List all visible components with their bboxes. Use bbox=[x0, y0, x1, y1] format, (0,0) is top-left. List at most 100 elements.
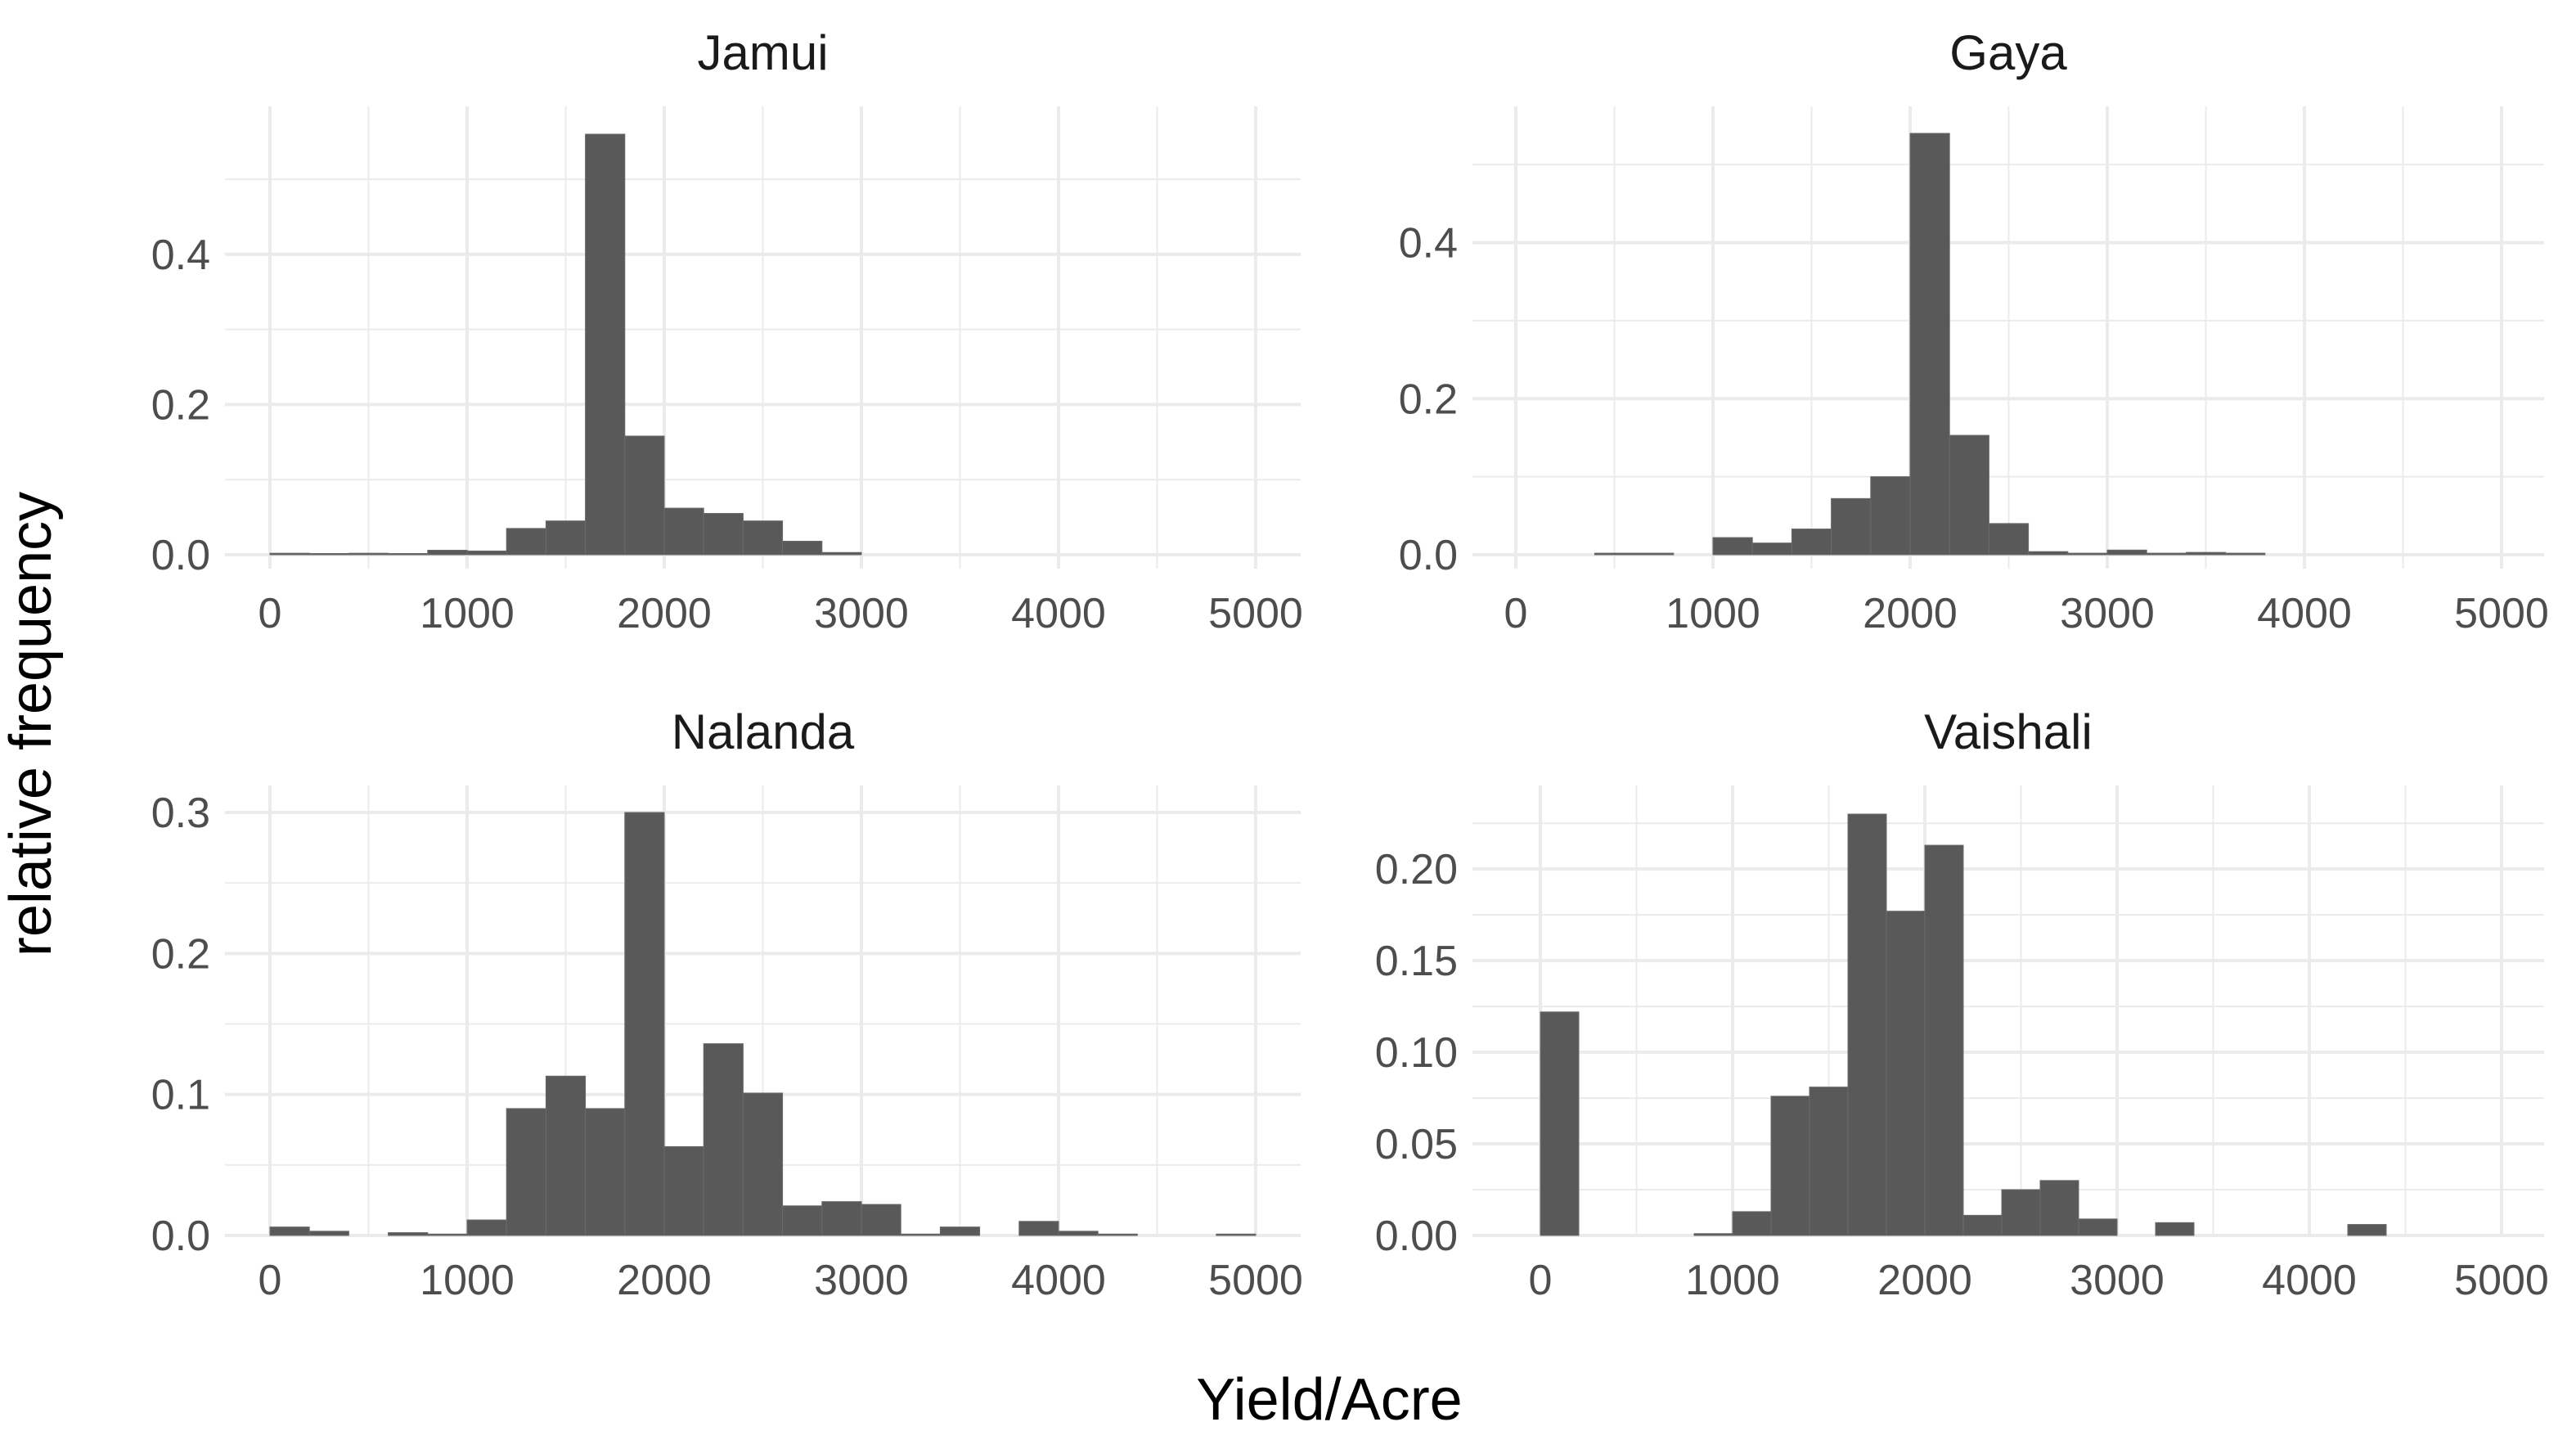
histogram-bar bbox=[900, 1233, 941, 1236]
x-tick-label: 4000 bbox=[1011, 590, 1106, 637]
histogram-bar bbox=[585, 133, 626, 556]
x-tick-label: 4000 bbox=[1011, 1257, 1106, 1304]
x-tick-label: 4000 bbox=[2257, 590, 2352, 637]
histogram-bar bbox=[2225, 552, 2266, 556]
histogram-bar bbox=[1634, 552, 1675, 556]
histogram-bar bbox=[388, 553, 429, 556]
histogram-bar bbox=[1732, 1211, 1772, 1236]
histogram-bar bbox=[308, 553, 349, 556]
histogram-bar bbox=[1831, 497, 1872, 556]
histogram-bar bbox=[1097, 1233, 1138, 1236]
histogram-bar bbox=[545, 520, 587, 556]
histogram-bar bbox=[1018, 1221, 1059, 1236]
y-tick-label: 0.1 bbox=[151, 1072, 210, 1119]
histogram-bar bbox=[1770, 1096, 1810, 1236]
histogram-bar bbox=[466, 1219, 507, 1236]
histogram-bar bbox=[2185, 551, 2227, 556]
histogram-bar bbox=[269, 1226, 310, 1236]
histogram-bar bbox=[624, 435, 665, 556]
y-tick-label: 0.3 bbox=[151, 790, 210, 837]
histogram-bar bbox=[269, 552, 310, 556]
histogram-bar bbox=[861, 1204, 901, 1236]
histogram-bar bbox=[821, 1201, 862, 1236]
x-tick-label: 3000 bbox=[2070, 1257, 2165, 1304]
x-tick-label: 3000 bbox=[814, 590, 909, 637]
x-tick-label: 0 bbox=[258, 1257, 282, 1304]
x-tick-label: 3000 bbox=[814, 1257, 909, 1304]
facet-title: Vaishali bbox=[1924, 704, 2093, 759]
y-tick-label: 0.0 bbox=[151, 1213, 210, 1260]
histogram-bar bbox=[2146, 552, 2187, 556]
y-tick-label: 0.2 bbox=[151, 381, 210, 429]
histogram-bar bbox=[1988, 523, 2030, 556]
x-tick-label: 5000 bbox=[2454, 1257, 2549, 1304]
histogram-bar bbox=[1909, 133, 1950, 556]
y-axis-title: relative frequency bbox=[0, 492, 64, 956]
histogram-bar bbox=[506, 1108, 546, 1236]
histogram-bar bbox=[2067, 552, 2108, 556]
y-tick-label: 0.20 bbox=[1375, 846, 1458, 893]
histogram-bar bbox=[2078, 1218, 2118, 1236]
x-tick-label: 1000 bbox=[420, 590, 515, 637]
histogram-bar bbox=[427, 1233, 468, 1236]
x-tick-label: 5000 bbox=[1208, 590, 1303, 637]
facet-title: Jamui bbox=[697, 25, 828, 80]
histogram-bar bbox=[1847, 813, 1887, 1236]
histogram-bar bbox=[545, 1075, 587, 1236]
histogram-bar bbox=[703, 1043, 744, 1236]
histogram-bar bbox=[348, 552, 389, 556]
histogram-bar bbox=[585, 1108, 626, 1236]
histogram-bar bbox=[1540, 1011, 1580, 1236]
x-tick-label: 3000 bbox=[2060, 590, 2155, 637]
histogram-bar bbox=[782, 1205, 823, 1236]
histogram-bar bbox=[1216, 1233, 1257, 1236]
x-tick-label: 5000 bbox=[2454, 590, 2549, 637]
x-tick-label: 5000 bbox=[1208, 1257, 1303, 1304]
histogram-bar bbox=[742, 1092, 784, 1236]
histogram-bar bbox=[1886, 911, 1926, 1236]
histogram-bar bbox=[1949, 434, 1989, 556]
histogram-bar bbox=[1693, 1233, 1733, 1236]
y-tick-label: 0.00 bbox=[1375, 1213, 1458, 1260]
facet-title: Nalanda bbox=[672, 704, 855, 759]
y-tick-label: 0.0 bbox=[1399, 532, 1458, 579]
histogram-bar bbox=[1924, 844, 1964, 1236]
histogram-bar bbox=[663, 507, 704, 556]
y-tick-label: 0.2 bbox=[151, 930, 210, 978]
histogram-bar bbox=[388, 1232, 429, 1236]
histogram-bar bbox=[1594, 552, 1635, 556]
histogram-bar bbox=[2155, 1222, 2195, 1236]
x-tick-label: 0 bbox=[1529, 1257, 1553, 1304]
histogram-bar bbox=[427, 549, 468, 556]
x-tick-label: 1000 bbox=[1685, 1257, 1780, 1304]
histogram-bar bbox=[2347, 1224, 2387, 1236]
histogram-bar bbox=[1870, 476, 1911, 556]
histogram-bar bbox=[742, 520, 784, 556]
histogram-bar bbox=[2001, 1189, 2041, 1236]
histogram-bar bbox=[2039, 1180, 2079, 1236]
histogram-bar bbox=[821, 551, 862, 556]
histogram-bar bbox=[308, 1231, 349, 1236]
histogram-bar bbox=[506, 528, 546, 556]
y-tick-label: 0.10 bbox=[1375, 1029, 1458, 1077]
y-tick-label: 0.2 bbox=[1399, 376, 1458, 423]
y-tick-label: 0.4 bbox=[151, 232, 210, 279]
histogram-bar bbox=[624, 812, 665, 1236]
histogram-bar bbox=[663, 1145, 704, 1236]
y-tick-label: 0.05 bbox=[1375, 1121, 1458, 1168]
histogram-bar bbox=[1058, 1231, 1099, 1236]
x-tick-label: 2000 bbox=[1863, 590, 1958, 637]
y-tick-label: 0.4 bbox=[1399, 220, 1458, 268]
histogram-bar bbox=[466, 550, 507, 556]
x-tick-label: 2000 bbox=[617, 590, 712, 637]
x-tick-label: 2000 bbox=[617, 1257, 712, 1304]
histogram-bar bbox=[2028, 551, 2069, 556]
x-axis-title: Yield/Acre bbox=[1196, 1367, 1462, 1433]
y-tick-label: 0.0 bbox=[151, 532, 210, 579]
histogram-bar bbox=[1712, 537, 1753, 556]
x-tick-label: 4000 bbox=[2262, 1257, 2357, 1304]
histogram-bar bbox=[1962, 1214, 2003, 1236]
x-tick-label: 2000 bbox=[1877, 1257, 1972, 1304]
